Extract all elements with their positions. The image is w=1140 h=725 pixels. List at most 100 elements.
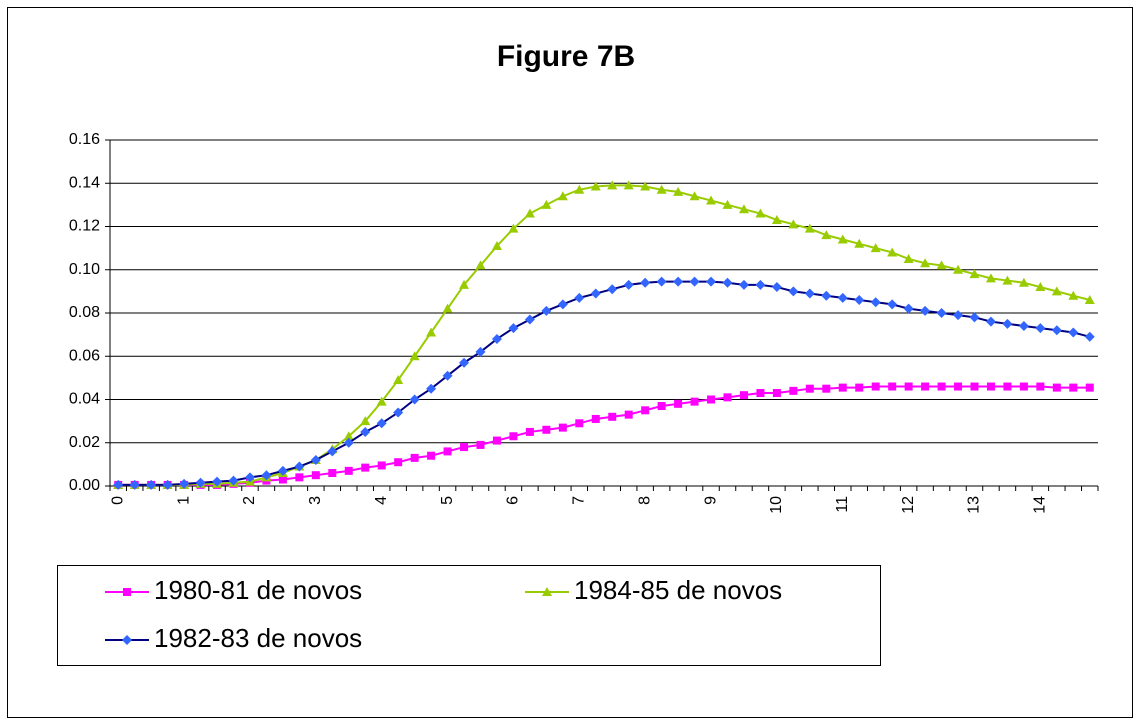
- data-point: [590, 288, 601, 299]
- data-point: [509, 432, 518, 441]
- data-point: [1084, 295, 1095, 305]
- x-tick-label: 0: [109, 496, 126, 505]
- data-point: [772, 389, 781, 398]
- data-point: [1085, 383, 1094, 392]
- data-point: [706, 195, 717, 205]
- x-tick-label: 3: [307, 496, 324, 505]
- data-point: [855, 383, 864, 392]
- data-point: [953, 310, 964, 321]
- data-point: [590, 181, 601, 191]
- data-point: [179, 478, 190, 489]
- legend-label: 1980-81 de novos: [154, 575, 362, 605]
- data-point: [426, 327, 437, 337]
- x-tick-label: 13: [966, 496, 983, 514]
- data-point: [508, 223, 519, 233]
- data-point: [557, 299, 568, 310]
- data-point: [491, 333, 502, 344]
- data-point: [1018, 320, 1029, 331]
- data-point: [755, 279, 766, 290]
- data-point: [328, 469, 337, 478]
- data-point: [607, 180, 618, 190]
- data-point: [574, 292, 585, 303]
- data-point: [888, 382, 897, 391]
- data-point: [904, 382, 913, 391]
- y-tick-label: 0.00: [69, 477, 100, 494]
- legend-marker: [542, 587, 552, 596]
- data-point: [870, 243, 881, 253]
- data-point: [409, 394, 420, 405]
- data-point: [376, 418, 387, 429]
- data-point: [542, 425, 551, 434]
- data-point: [920, 305, 931, 316]
- data-point: [903, 253, 914, 263]
- data-point: [541, 305, 552, 316]
- data-point: [212, 476, 223, 487]
- data-point: [640, 277, 651, 288]
- data-point: [491, 240, 502, 250]
- data-point: [558, 423, 567, 432]
- data-point: [937, 382, 946, 391]
- data-point: [607, 284, 618, 295]
- data-point: [244, 472, 255, 483]
- data-point: [985, 273, 996, 283]
- data-point: [771, 215, 782, 225]
- data-point: [557, 191, 568, 201]
- data-point: [673, 276, 684, 287]
- data-point: [1051, 325, 1062, 336]
- y-tick-label: 0.08: [69, 304, 100, 321]
- data-point: [162, 479, 173, 490]
- data-point: [689, 191, 700, 201]
- legend-marker: [122, 635, 132, 645]
- data-point: [475, 346, 486, 357]
- data-point: [1002, 318, 1013, 329]
- data-point: [492, 436, 501, 445]
- x-tick-label: 5: [439, 496, 456, 505]
- data-point: [228, 475, 239, 486]
- data-point: [755, 208, 766, 218]
- data-point: [624, 410, 633, 419]
- y-tick-label: 0.02: [69, 434, 100, 451]
- data-point: [591, 414, 600, 423]
- data-point: [394, 458, 403, 467]
- data-point: [1003, 382, 1012, 391]
- data-point: [1035, 282, 1046, 292]
- data-point: [936, 260, 947, 270]
- data-point: [804, 288, 815, 299]
- data-point: [623, 180, 634, 190]
- data-point: [442, 370, 453, 381]
- data-point: [541, 199, 552, 209]
- data-point: [608, 412, 617, 421]
- data-point: [838, 383, 847, 392]
- data-point: [969, 312, 980, 323]
- data-point: [673, 186, 684, 196]
- data-point: [1068, 290, 1079, 300]
- data-point: [804, 223, 815, 233]
- data-point: [508, 323, 519, 334]
- data-point: [920, 258, 931, 268]
- data-point: [360, 426, 371, 437]
- data-point: [689, 276, 700, 287]
- x-tick-label: 9: [702, 496, 719, 505]
- data-point: [476, 440, 485, 449]
- data-point: [936, 308, 947, 318]
- data-point: [409, 351, 420, 361]
- data-point: [426, 383, 437, 394]
- data-point: [129, 479, 140, 490]
- data-point: [377, 461, 386, 470]
- data-point: [771, 282, 782, 293]
- data-point: [295, 473, 304, 482]
- data-point: [524, 314, 535, 325]
- data-point: [459, 357, 470, 368]
- data-point: [821, 290, 832, 301]
- y-tick-label: 0.14: [69, 174, 100, 191]
- x-tick-label: 2: [241, 496, 258, 505]
- data-point: [1035, 323, 1046, 334]
- data-point: [261, 470, 272, 481]
- data-point: [1068, 327, 1079, 338]
- data-point: [805, 384, 814, 393]
- data-point: [723, 393, 732, 402]
- data-point: [722, 199, 733, 209]
- data-point: [1069, 383, 1078, 392]
- data-point: [1051, 286, 1062, 296]
- data-point: [574, 184, 585, 194]
